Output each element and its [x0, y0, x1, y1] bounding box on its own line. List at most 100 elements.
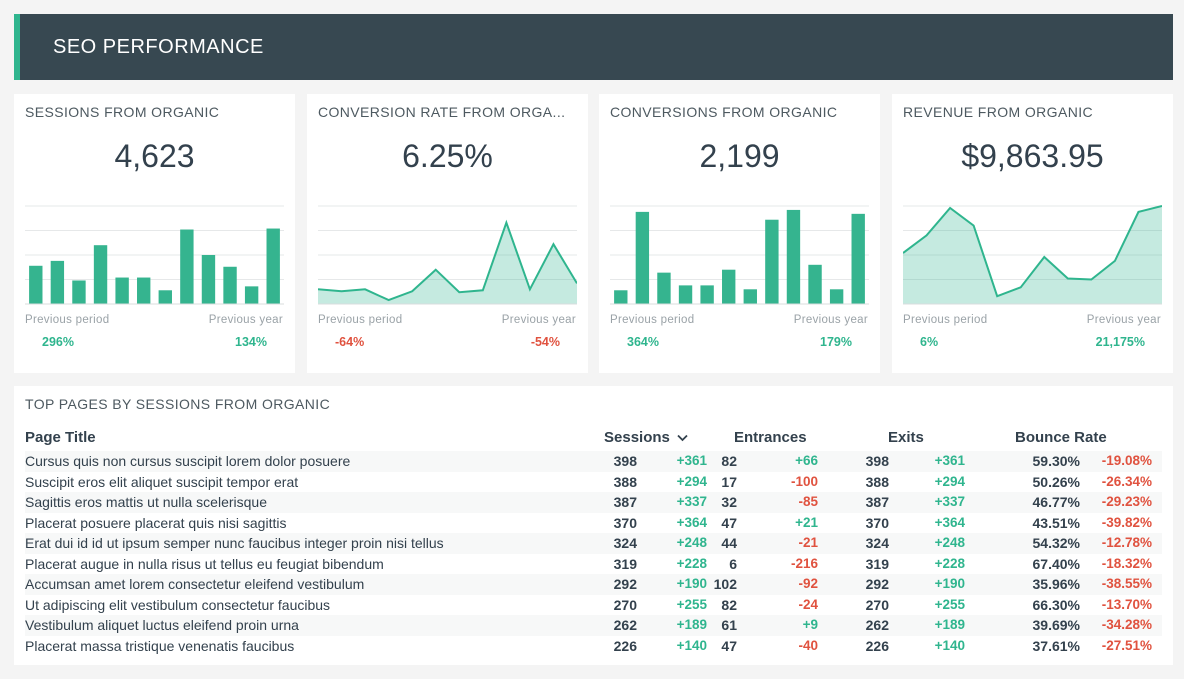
previous-period-label: Previous period: [25, 314, 110, 326]
column-header-bounce-rate[interactable]: Bounce Rate: [1015, 429, 1107, 446]
exits-cell: 270: [865, 596, 889, 613]
exits-cell: 324: [865, 535, 889, 551]
exits-delta-cell: +255: [934, 596, 965, 612]
table-row[interactable]: Cursus quis non cursus suscipit lorem do…: [25, 451, 1162, 472]
bounce-rate-delta-cell: -18.32%: [1101, 555, 1152, 571]
sessions-delta-cell: +228: [676, 555, 707, 571]
entrances-cell: 6: [729, 555, 737, 572]
entrances-cell: 17: [721, 473, 737, 490]
entrances-cell: 32: [721, 494, 737, 510]
kpi-title: SESSIONS FROM ORGANIC: [25, 104, 220, 120]
bounce-rate-cell: 46.77%: [1032, 494, 1080, 510]
kpi-chart: [610, 205, 869, 305]
column-header-sessions-label: Sessions: [604, 429, 670, 446]
entrances-delta-cell: -24: [798, 596, 818, 612]
previous-year-label: Previous year: [793, 314, 868, 326]
kpi-value: 4,623: [114, 138, 195, 174]
entrances-delta-cell: +21: [795, 514, 818, 530]
previous-period-change: -64%: [335, 335, 365, 349]
table-row[interactable]: Erat dui id id ut ipsum semper nunc fauc…: [25, 533, 1162, 554]
bounce-rate-cell: 50.26%: [1032, 473, 1080, 490]
entrances-cell: 47: [721, 637, 737, 654]
kpi-chart: [25, 205, 284, 305]
sessions-delta-cell: +337: [676, 494, 707, 509]
table-row[interactable]: Vestibulum aliquet luctus eleifend proin…: [25, 615, 1162, 636]
table-row[interactable]: Placerat posuere placerat quis nisi sagi…: [25, 513, 1162, 534]
chart-bar: [700, 285, 714, 304]
sessions-cell: 387: [613, 494, 637, 510]
column-header-entrances[interactable]: Entrances: [734, 429, 807, 446]
previous-year-change: 21,175%: [1095, 335, 1145, 349]
previous-period-change: 364%: [627, 335, 659, 349]
entrances-cell: 47: [721, 514, 737, 531]
sessions-delta-cell: +189: [676, 617, 707, 632]
chart-bar: [244, 286, 259, 304]
bounce-rate-delta-cell: -26.34%: [1101, 473, 1152, 489]
chart-area: [318, 222, 577, 304]
page-title-cell: Vestibulum aliquet luctus eleifend proin…: [25, 617, 299, 633]
previous-year-change: -54%: [530, 335, 560, 349]
kpi-title: CONVERSION RATE FROM ORGA...: [318, 104, 566, 120]
page-title-cell: Accumsan amet lorem consectetur eleifend…: [25, 576, 365, 592]
kpi-card-revenue[interactable]: REVENUE FROM ORGANIC $9,863.95 Previous …: [892, 94, 1173, 373]
column-header-sessions[interactable]: Sessions: [604, 429, 688, 446]
table-row[interactable]: Accumsan amet lorem consectetur eleifend…: [25, 574, 1162, 595]
entrances-delta-cell: -92: [798, 576, 818, 591]
table-row[interactable]: Placerat massa tristique venenatis fauci…: [25, 636, 1162, 657]
bounce-rate-delta-cell: -12.78%: [1101, 535, 1152, 550]
chart-line: [318, 219, 577, 302]
entrances-delta-cell: -85: [798, 494, 818, 509]
sessions-cell: 319: [613, 555, 637, 572]
sessions-cell: 270: [613, 596, 637, 613]
kpi-card-conversion-rate[interactable]: CONVERSION RATE FROM ORGA... 6.25% Previ…: [307, 94, 588, 373]
exits-delta-cell: +140: [934, 637, 965, 653]
dashboard-header: SEO PERFORMANCE: [14, 14, 1173, 80]
table-row[interactable]: Sagittis eros mattis ut nulla scelerisqu…: [25, 492, 1162, 513]
chart-bar: [137, 277, 151, 304]
bounce-rate-cell: 37.61%: [1032, 637, 1080, 654]
sessions-delta-cell: +294: [676, 473, 707, 489]
sessions-cell: 226: [613, 637, 637, 654]
entrances-cell: 102: [713, 576, 737, 592]
exits-delta-cell: +228: [934, 555, 965, 571]
table-row[interactable]: Ut adipiscing elit vestibulum consectetu…: [25, 595, 1162, 616]
previous-year-change: 179%: [820, 335, 852, 349]
chart-bar: [678, 285, 693, 304]
sessions-cell: 388: [613, 473, 637, 490]
previous-year-label: Previous year: [501, 314, 576, 326]
bounce-rate-delta-cell: -34.28%: [1101, 617, 1152, 632]
exits-cell: 262: [865, 617, 889, 633]
kpi-card-sessions[interactable]: SESSIONS FROM ORGANIC 4,623 Previous per…: [14, 94, 295, 373]
previous-period-change: 296%: [42, 335, 74, 349]
entrances-delta-cell: -40: [798, 637, 818, 653]
chart-bar: [72, 280, 86, 304]
entrances-cell: 82: [721, 596, 737, 613]
sessions-cell: 292: [613, 576, 637, 592]
table-title: TOP PAGES BY SESSIONS FROM ORGANIC: [25, 396, 331, 412]
exits-delta-cell: +190: [934, 576, 965, 591]
kpi-card-conversions[interactable]: CONVERSIONS FROM ORGANIC 2,199 Previous …: [599, 94, 880, 373]
chart-bar: [223, 266, 237, 304]
kpi-title: CONVERSIONS FROM ORGANIC: [610, 104, 838, 120]
column-header-exits[interactable]: Exits: [888, 429, 924, 446]
table-row[interactable]: Suscipit eros elit aliquet suscipit temp…: [25, 472, 1162, 493]
entrances-cell: 61: [721, 617, 737, 633]
chart-bar: [29, 265, 43, 304]
exits-delta-cell: +364: [934, 514, 965, 530]
page-title-cell: Ut adipiscing elit vestibulum consectetu…: [25, 596, 331, 613]
sessions-delta-cell: +361: [676, 453, 707, 468]
sessions-cell: 370: [613, 514, 637, 531]
chart-bar: [635, 211, 650, 304]
column-header-page-title[interactable]: Page Title: [25, 429, 96, 446]
chart-bar: [115, 277, 129, 304]
bounce-rate-delta-cell: -19.08%: [1101, 453, 1152, 468]
chart-bar: [851, 213, 865, 304]
chart-bar: [765, 219, 779, 304]
exits-cell: 387: [865, 494, 889, 510]
bounce-rate-cell: 54.32%: [1032, 535, 1080, 551]
bounce-rate-cell: 66.30%: [1032, 596, 1080, 613]
entrances-cell: 82: [721, 453, 737, 469]
chart-bar: [614, 290, 628, 304]
table-row[interactable]: Placerat augue in nulla risus ut tellus …: [25, 554, 1162, 575]
entrances-delta-cell: -100: [790, 473, 818, 489]
